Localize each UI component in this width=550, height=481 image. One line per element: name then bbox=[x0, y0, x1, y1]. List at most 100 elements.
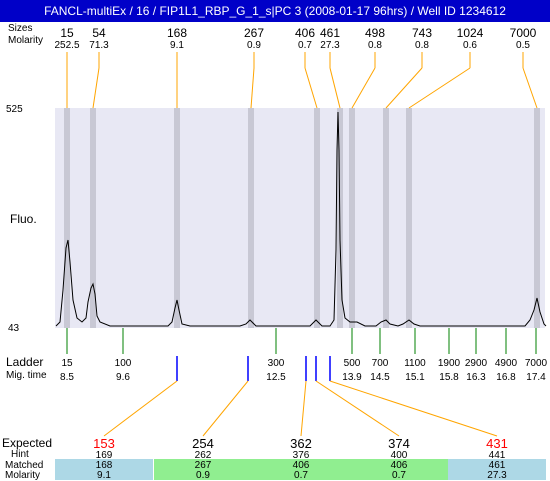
peak-size-label: 406 bbox=[295, 26, 315, 40]
peak-size-label: 15 bbox=[60, 26, 74, 40]
window-title: FANCL-multiEx / 16 / FIP1L1_RBP_G_1_s|PC… bbox=[0, 0, 550, 22]
peak-size-label: 498 bbox=[365, 26, 385, 40]
ladder-size-label: 500 bbox=[344, 358, 361, 369]
expected-leader-line bbox=[103, 380, 178, 437]
peak-leader-line bbox=[385, 67, 423, 109]
peak-band bbox=[174, 108, 180, 328]
fluo-axis-label: Fluo. bbox=[10, 212, 37, 226]
matched-row-label: Matched bbox=[5, 460, 44, 471]
fluorescence-trace bbox=[55, 111, 547, 327]
hint-value: 376 bbox=[293, 450, 310, 461]
ladder-time-label: 15.1 bbox=[405, 372, 425, 383]
ladder-time-label: 8.5 bbox=[60, 372, 74, 383]
peak-leader-line bbox=[304, 67, 318, 109]
ladder-size-label: 100 bbox=[115, 358, 132, 369]
expected-leader-line bbox=[315, 380, 400, 437]
peak-size-label: 7000 bbox=[510, 26, 537, 40]
peak-size-label: 168 bbox=[167, 26, 187, 40]
peak-molarity-label: 0.6 bbox=[463, 40, 477, 51]
matched-molarity-value: 0.7 bbox=[392, 470, 406, 480]
molarity-row-label: Molarity bbox=[8, 35, 44, 46]
ladder-size-label: 1100 bbox=[404, 358, 426, 369]
ladder-time-label: 16.8 bbox=[496, 372, 516, 383]
ladder-time-label: 16.3 bbox=[466, 372, 486, 383]
peak-molarity-label: 0.8 bbox=[415, 40, 429, 51]
ladder-time-label: 15.8 bbox=[439, 372, 459, 383]
matched-value: 461 bbox=[489, 460, 506, 471]
peak-molarity-label: 0.8 bbox=[368, 40, 382, 51]
expected-value: 431 bbox=[486, 436, 508, 451]
match-cell bbox=[252, 459, 350, 480]
ladder-size-label: 1900 bbox=[438, 358, 461, 369]
peak-size-label: 54 bbox=[92, 26, 106, 40]
expected-value: 254 bbox=[192, 436, 214, 451]
matched-value: 406 bbox=[391, 460, 408, 471]
peak-size-label: 1024 bbox=[457, 26, 484, 40]
peak-band bbox=[64, 108, 70, 328]
molarity-bottom-row-label: Molarity bbox=[5, 470, 41, 481]
peak-molarity-label: 252.5 bbox=[54, 40, 79, 51]
expected-row-label: Expected bbox=[2, 436, 53, 450]
peak-molarity-label: 27.3 bbox=[320, 40, 340, 51]
expected-leader-line bbox=[300, 380, 307, 437]
expected-leader-line bbox=[329, 380, 498, 437]
expected-value: 374 bbox=[388, 436, 410, 451]
peak-leader-line bbox=[92, 67, 100, 109]
ladder-size-label: 300 bbox=[268, 358, 285, 369]
ladder-size-label: 15 bbox=[61, 358, 73, 369]
peak-leader-line bbox=[329, 67, 341, 109]
ladder-time-label: 13.9 bbox=[342, 372, 362, 383]
peak-leader-line bbox=[351, 67, 376, 109]
y-axis-bottom-label: 43 bbox=[8, 323, 20, 334]
ladder-size-label: 700 bbox=[372, 358, 389, 369]
hint-row-label: Hint bbox=[11, 449, 29, 460]
matched-molarity-value: 0.9 bbox=[196, 470, 210, 480]
matched-value: 168 bbox=[96, 460, 113, 471]
peak-leader-line bbox=[250, 67, 255, 109]
peak-molarity-label: 9.1 bbox=[170, 40, 184, 51]
hint-value: 400 bbox=[391, 450, 408, 461]
match-cell bbox=[448, 459, 546, 480]
mig-time-row-label: Mig. time bbox=[6, 370, 47, 381]
peak-band bbox=[383, 108, 389, 328]
peak-band bbox=[534, 108, 540, 328]
ladder-time-label: 9.6 bbox=[116, 372, 130, 383]
ladder-row-label: Ladder bbox=[6, 355, 44, 369]
ladder-time-label: 14.5 bbox=[370, 372, 390, 383]
peak-molarity-label: 71.3 bbox=[89, 40, 109, 51]
peak-size-label: 743 bbox=[412, 26, 432, 40]
peak-size-label: 267 bbox=[244, 26, 264, 40]
expected-leader-line bbox=[202, 380, 249, 437]
expected-value: 153 bbox=[93, 436, 115, 451]
plot-area bbox=[55, 108, 545, 328]
peak-band bbox=[406, 108, 412, 328]
peak-leader-line bbox=[522, 67, 538, 109]
y-axis-top-label: 525 bbox=[6, 104, 23, 115]
matched-molarity-value: 27.3 bbox=[487, 470, 507, 480]
matched-value: 406 bbox=[293, 460, 310, 471]
peak-molarity-label: 0.5 bbox=[516, 40, 530, 51]
peak-band bbox=[349, 108, 355, 328]
hint-value: 441 bbox=[489, 450, 506, 461]
matched-molarity-value: 9.1 bbox=[97, 470, 111, 480]
peak-size-label: 461 bbox=[320, 26, 340, 40]
ladder-time-label: 17.4 bbox=[526, 372, 546, 383]
peak-molarity-label: 0.7 bbox=[298, 40, 312, 51]
sizes-row-label: Sizes bbox=[8, 23, 33, 34]
match-cell bbox=[55, 459, 153, 480]
match-cell bbox=[350, 459, 448, 480]
hint-value: 169 bbox=[96, 450, 113, 461]
peak-band bbox=[248, 108, 254, 328]
ladder-size-label: 4900 bbox=[495, 358, 518, 369]
hint-value: 262 bbox=[195, 450, 212, 461]
ladder-size-label: 2900 bbox=[465, 358, 488, 369]
peak-leader-line bbox=[408, 67, 471, 109]
ladder-size-label: 7000 bbox=[525, 358, 548, 369]
ladder-time-label: 12.5 bbox=[266, 372, 286, 383]
peak-band bbox=[314, 108, 320, 328]
peak-molarity-label: 0.9 bbox=[247, 40, 261, 51]
match-cell bbox=[154, 459, 252, 480]
expected-value: 362 bbox=[290, 436, 312, 451]
matched-value: 267 bbox=[195, 460, 212, 471]
